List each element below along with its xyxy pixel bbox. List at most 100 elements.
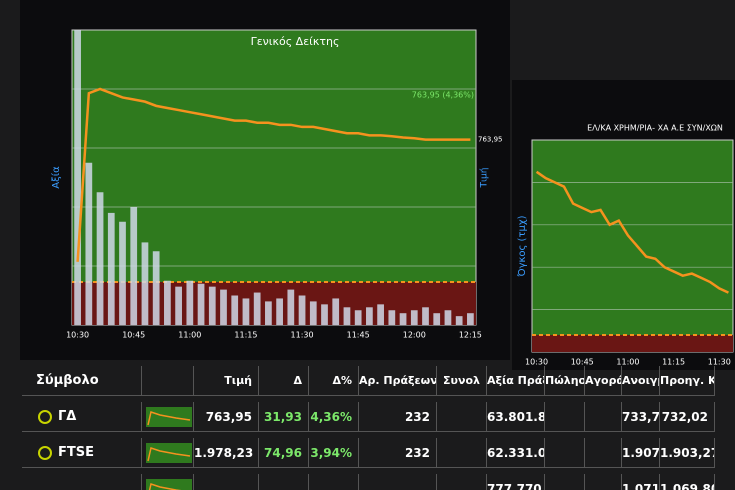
volume-bar [197,283,205,325]
volume-bar [377,304,384,325]
y-axis-label: Όγκος (τμχ) [516,215,528,277]
y2-axis-label: Τιμή [480,168,490,189]
volume-bar [119,221,126,325]
volume-bar [85,162,93,325]
table-cell: 763,95 [194,402,259,432]
table-cell: 4,36% [309,402,359,432]
table-cell [309,474,359,490]
below-close-zone [532,335,733,352]
chart-title: Γενικός Δείκτης [251,35,340,48]
table-cell: 1.903,27 [660,438,715,468]
table-cell [545,402,585,432]
table-cell [437,438,487,468]
volume-bar [186,280,194,325]
volume-bar [433,313,441,325]
last-value-annotation: 763,95 (4,36%) [412,91,474,100]
table-cell: 62.331.099,19 [487,438,545,468]
volume-bar [265,301,272,325]
plot-area [531,139,734,353]
below-close-zone [72,282,476,325]
table-cell [545,438,585,468]
volume-bar [287,289,295,325]
volume-bar [74,30,81,325]
x-tick-label: 10:45 [571,358,594,367]
x-tick-label: 11:15 [234,331,257,340]
header-cell: Αξία Πράξεων [487,366,545,396]
header-cell: Αγορά [585,366,622,396]
volume-bar [309,301,317,325]
x-tick-label: 11:00 [178,331,201,340]
volume-bar [444,310,452,325]
header-cell: Συνολ [437,366,487,396]
table-cell: 1.071,97 [622,474,660,490]
volume-bar [141,242,149,325]
x-tick-label: 11:15 [662,358,685,367]
table-cell [142,402,194,432]
volume-bar [96,192,104,325]
volume-bar [276,298,283,325]
x-tick-label: 12:15 [459,331,482,340]
table-cell: 74,96 [259,438,309,468]
volume-bar [107,212,115,325]
table-cell: 777.770,54 [487,474,545,490]
last-price-label: 763,95 [478,136,503,144]
table-cell: FTSE [22,438,142,468]
table-cell: 1.978,23 [194,438,259,468]
volume-bar [343,307,351,325]
table-cell: 232 [359,438,437,468]
volume-bar [410,310,418,325]
sparkline [146,443,192,463]
sparkline [146,479,192,490]
x-tick-label: 10:45 [122,331,145,340]
table-cell [22,474,142,490]
x-tick-label: 11:00 [616,358,639,367]
table-cell: 3,94% [309,438,359,468]
volume-bar [332,298,340,325]
table-cell [359,474,437,490]
x-tick-label: 11:45 [347,331,370,340]
table-cell [437,402,487,432]
volume-bar [231,295,239,325]
header-cell: Δ% [309,366,359,396]
table-cell [142,474,194,490]
chart-title: ΕΛ/ΚΑ ΧΡΗΜ/ΡΙΑ- ΧΑ Α.Ε ΣΥΝ/ΧΩΝ [587,124,723,133]
volume-bar [399,313,407,325]
volume-bar [354,310,362,325]
header-cell: Σύμβολο [22,366,142,396]
volume-bar [208,286,216,325]
table-cell: ΓΔ [22,402,142,432]
price-line [535,170,729,294]
price-line [76,87,471,262]
header-cell: Δ [259,366,309,396]
table-cell [545,474,585,490]
table-cell: 1.907,33 [622,438,660,468]
header-cell: Αρ. Πράξεων [359,366,437,396]
header-cell: Προηγ. Κλείσ. [660,366,715,396]
status-icon [38,446,52,460]
header-cell: Τιμή [194,366,259,396]
volume-bar [321,304,328,325]
header-cell: Ανοιγμα [622,366,660,396]
volume-bar [242,298,250,325]
volume-bar [253,292,261,325]
plot-area [71,29,477,326]
table-cell [437,474,487,490]
status-icon [38,410,52,424]
table-cell [585,438,622,468]
volume-bar [220,289,227,325]
x-tick-label: 10:30 [66,331,89,340]
table-cell [142,438,194,468]
header-cell [142,366,194,396]
volume-bar [175,286,182,325]
x-tick-label: 11:30 [708,358,731,367]
x-tick-label: 12:00 [403,331,426,340]
volume-bar [152,251,160,325]
table-cell: 733,72 [622,402,660,432]
table-cell [585,474,622,490]
table-cell: 732,02 [660,402,715,432]
x-tick-label: 11:30 [291,331,314,340]
volume-bar [455,316,463,325]
